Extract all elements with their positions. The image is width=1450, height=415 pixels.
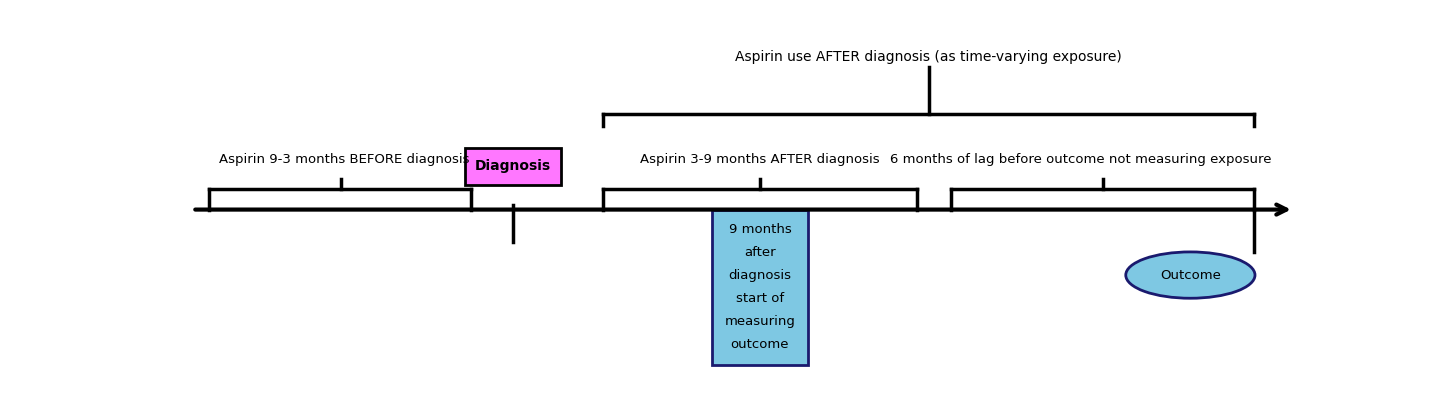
FancyBboxPatch shape [465,148,561,185]
FancyBboxPatch shape [712,210,808,364]
Ellipse shape [1125,252,1256,298]
Text: 9 months
after
diagnosis
start of
measuring
outcome: 9 months after diagnosis start of measur… [725,223,796,351]
Text: Aspirin 9-3 months BEFORE diagnosis: Aspirin 9-3 months BEFORE diagnosis [219,154,470,166]
Text: Diagnosis: Diagnosis [474,159,551,173]
Text: Aspirin 3-9 months AFTER diagnosis: Aspirin 3-9 months AFTER diagnosis [639,154,880,166]
Text: 6 months of lag before outcome not measuring exposure: 6 months of lag before outcome not measu… [889,154,1272,166]
Text: Aspirin use AFTER diagnosis (as time-varying exposure): Aspirin use AFTER diagnosis (as time-var… [735,50,1122,64]
Text: Outcome: Outcome [1160,269,1221,282]
